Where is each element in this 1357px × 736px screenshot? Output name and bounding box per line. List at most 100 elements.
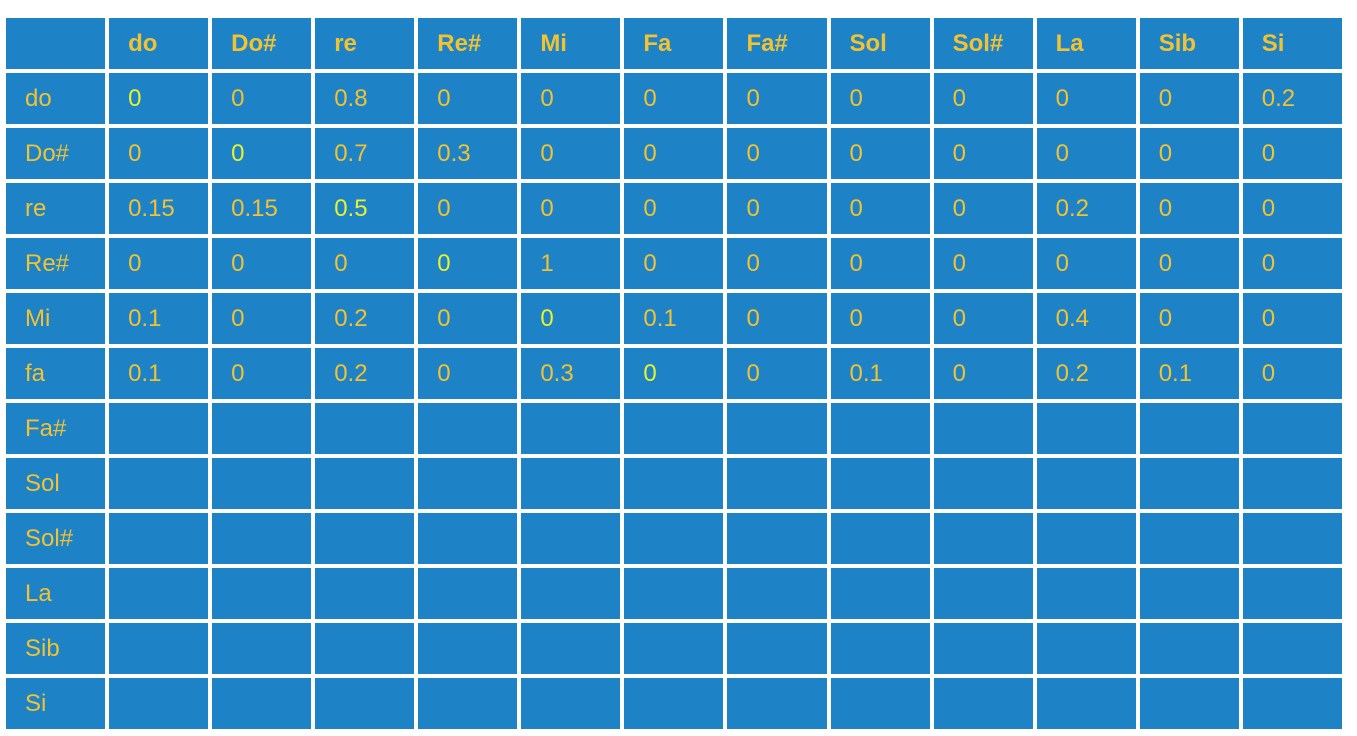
row-header: Re# [6, 238, 106, 289]
matrix-cell: 0 [109, 238, 209, 289]
matrix-cell: 0.1 [109, 293, 209, 344]
matrix-cell: 0 [1036, 73, 1136, 124]
matrix-cell: 0 [212, 238, 312, 289]
matrix-cell: 0 [418, 73, 518, 124]
matrix-cell [418, 403, 518, 454]
matrix-cell: 0 [1139, 73, 1239, 124]
matrix-cell: 0.2 [1036, 348, 1136, 399]
matrix-cell: 0.1 [109, 348, 209, 399]
matrix-cell [212, 513, 312, 564]
matrix-cell [315, 513, 415, 564]
matrix-cell: 0 [933, 238, 1033, 289]
matrix-cell: 0 [1242, 293, 1342, 344]
table-row: Sib [6, 623, 1342, 674]
matrix-cell: 0 [624, 128, 724, 179]
matrix-cell [624, 458, 724, 509]
matrix-cell [109, 513, 209, 564]
matrix-cell [1242, 458, 1342, 509]
matrix-cell [830, 678, 930, 729]
row-header: Sol# [6, 513, 106, 564]
matrix-cell: 0 [933, 348, 1033, 399]
row-header: Si [6, 678, 106, 729]
matrix-cell [624, 513, 724, 564]
matrix-cell [418, 623, 518, 674]
matrix-cell [727, 678, 827, 729]
table-row: Sol# [6, 513, 1342, 564]
matrix-cell: 0 [1036, 238, 1136, 289]
row-header: do [6, 73, 106, 124]
table-row: Re# 0 0 0 0 1 0 0 0 0 0 0 0 [6, 238, 1342, 289]
matrix-cell: 0 [1242, 238, 1342, 289]
matrix-cell: 0 [830, 128, 930, 179]
column-header: Do# [212, 18, 312, 69]
matrix-cell [1139, 403, 1239, 454]
matrix-cell: 0.1 [624, 293, 724, 344]
matrix-cell: 0.2 [1242, 73, 1342, 124]
matrix-cell [418, 513, 518, 564]
matrix-cell [1139, 678, 1239, 729]
column-header: Mi [521, 18, 621, 69]
matrix-cell: 0 [933, 183, 1033, 234]
matrix-cell: 0 [521, 128, 621, 179]
matrix-cell [315, 403, 415, 454]
matrix-cell [727, 568, 827, 619]
matrix-cell [624, 403, 724, 454]
table-row: do 0 0 0.8 0 0 0 0 0 0 0 0 0.2 [6, 73, 1342, 124]
matrix-cell [109, 568, 209, 619]
matrix-cell: 0 [624, 73, 724, 124]
matrix-cell [1242, 678, 1342, 729]
matrix-cell [1139, 458, 1239, 509]
column-header: do [109, 18, 209, 69]
matrix-cell: 0.4 [1036, 293, 1136, 344]
matrix-cell [418, 678, 518, 729]
matrix-cell [1139, 623, 1239, 674]
matrix-cell [1036, 678, 1136, 729]
row-header: fa [6, 348, 106, 399]
column-header: La [1036, 18, 1136, 69]
matrix-cell: 0 [212, 128, 312, 179]
matrix-cell: 0 [830, 238, 930, 289]
table-row: fa 0.1 0 0.2 0 0.3 0 0 0.1 0 0.2 0.1 0 [6, 348, 1342, 399]
row-header: La [6, 568, 106, 619]
matrix-cell [1036, 623, 1136, 674]
matrix-cell [1242, 513, 1342, 564]
matrix-cell [1242, 623, 1342, 674]
matrix-cell: 0 [521, 73, 621, 124]
matrix-cell [109, 678, 209, 729]
matrix-cell [727, 623, 827, 674]
matrix-cell: 0.2 [315, 348, 415, 399]
matrix-cell: 0 [830, 183, 930, 234]
header-row: do Do# re Re# Mi Fa Fa# Sol Sol# La Sib Si [6, 18, 1342, 69]
matrix-cell: 0 [315, 238, 415, 289]
matrix-cell: 0 [727, 293, 827, 344]
table-row: La [6, 568, 1342, 619]
matrix-cell [933, 403, 1033, 454]
matrix-cell: 0 [1036, 128, 1136, 179]
matrix-cell [830, 403, 930, 454]
matrix-cell [933, 568, 1033, 619]
matrix-cell [315, 568, 415, 619]
matrix-cell [830, 568, 930, 619]
matrix-cell: 0.3 [418, 128, 518, 179]
matrix-cell: 0 [418, 293, 518, 344]
matrix-cell: 0 [1139, 238, 1239, 289]
matrix-cell [315, 623, 415, 674]
matrix-cell [830, 458, 930, 509]
corner-cell [6, 18, 106, 69]
matrix-cell: 0 [727, 183, 827, 234]
column-header: Fa [624, 18, 724, 69]
matrix-cell [624, 678, 724, 729]
row-header: re [6, 183, 106, 234]
matrix-cell: 0 [212, 293, 312, 344]
matrix-cell [418, 568, 518, 619]
matrix-cell: 0 [727, 73, 827, 124]
matrix-cell [727, 513, 827, 564]
matrix-cell: 0 [727, 348, 827, 399]
matrix-cell: 0.3 [521, 348, 621, 399]
matrix-cell: 0 [933, 293, 1033, 344]
matrix-cell: 0 [830, 293, 930, 344]
matrix-cell [1242, 403, 1342, 454]
matrix-cell: 0 [1242, 128, 1342, 179]
matrix-cell [1242, 568, 1342, 619]
matrix-cell [1036, 458, 1136, 509]
